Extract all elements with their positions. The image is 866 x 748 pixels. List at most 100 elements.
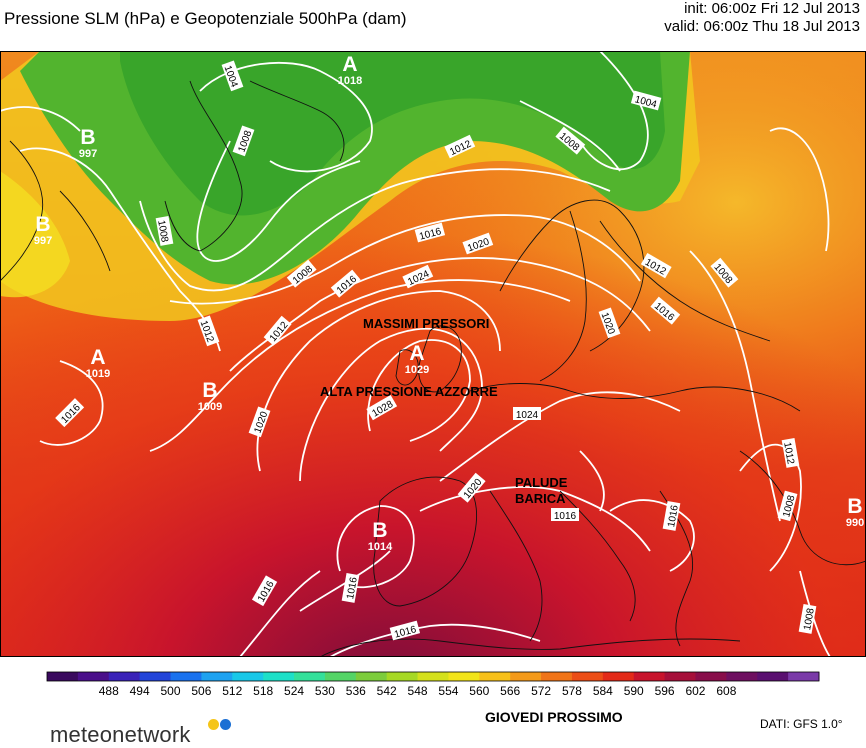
colorbar-tick-label: 500 [161, 684, 181, 698]
svg-text:997: 997 [79, 148, 97, 160]
colorbar-swatch [294, 672, 326, 681]
colorbar-swatch [170, 672, 202, 681]
colorbar-tick-label: 596 [655, 684, 675, 698]
svg-text:B: B [80, 126, 95, 149]
colorbar-swatch [479, 672, 511, 681]
colorbar-tick-label: 566 [500, 684, 520, 698]
annotation-massimi-pressori: MASSIMI PRESSORI [363, 316, 489, 331]
run-info: init: 06:00z Fri 12 Jul 2013 valid: 06:0… [664, 0, 860, 36]
colorbar-swatch [201, 672, 233, 681]
isobar-label: 1024 [513, 407, 541, 421]
colorbar-swatch [602, 672, 635, 681]
colorbar-swatch [726, 672, 758, 681]
green-core [120, 51, 665, 216]
svg-text:1029: 1029 [405, 364, 429, 376]
colorbar-swatch [324, 672, 357, 681]
svg-text:1019: 1019 [86, 368, 110, 380]
svg-text:1008: 1008 [155, 219, 170, 243]
colorbar-swatch [108, 672, 141, 681]
colorbar-tick-label: 512 [222, 684, 242, 698]
isobars [0, 51, 831, 657]
colorbar-tick-label: 608 [716, 684, 736, 698]
svg-text:1012: 1012 [781, 441, 796, 465]
colorbar-tick-label: 524 [284, 684, 304, 698]
svg-text:1016: 1016 [554, 511, 577, 522]
colorbar-tick-label: 488 [99, 684, 119, 698]
isobar-label: 1008 [798, 603, 817, 634]
colorbar-swatch [355, 672, 388, 681]
annotation-palude: PALUDE [515, 475, 568, 490]
isobar-label: 1016 [341, 572, 360, 603]
colorbar-tick-label: 578 [562, 684, 582, 698]
colorbar-tick-label: 542 [377, 684, 397, 698]
init-time: init: 06:00z Fri 12 Jul 2013 [684, 0, 860, 17]
svg-text:A: A [342, 53, 357, 76]
logo-dots-icon [208, 719, 238, 733]
colorbar-swatch [788, 672, 820, 681]
annotation-alta-pressione: ALTA PRESSIONE AZZORRE [320, 384, 498, 399]
svg-text:1014: 1014 [368, 541, 393, 553]
svg-text:B: B [372, 519, 387, 542]
coastlines [0, 80, 866, 657]
svg-text:B: B [35, 213, 50, 236]
colorbar-tick-label: 572 [531, 684, 551, 698]
svg-text:B: B [847, 495, 862, 518]
colorbar-frame [46, 671, 820, 682]
svg-text:A: A [90, 346, 105, 369]
colorbar-swatch [77, 672, 110, 681]
isobar-label: 1016 [662, 500, 681, 531]
colorbar-tick-label: 494 [130, 684, 150, 698]
colorbar-tick-label: 518 [253, 684, 273, 698]
colorbar-swatch [541, 672, 573, 681]
svg-text:1016: 1016 [345, 576, 360, 600]
colorbar-swatch [695, 672, 727, 681]
colorbar-tick-label: 584 [593, 684, 613, 698]
isobar-label: 1012 [781, 437, 800, 468]
colorbar-tick-label: 590 [624, 684, 644, 698]
svg-text:997: 997 [34, 235, 52, 247]
colorbar-ticks: 488 494 500 506 512 518 524 530 536 542 548 554 560 5… [99, 684, 737, 698]
svg-text:1009: 1009 [198, 401, 222, 413]
colorbar-swatch [139, 672, 172, 681]
valid-time: valid: 06:00z Thu 18 Jul 2013 [664, 18, 860, 35]
data-source: DATI: GFS 1.0° [760, 717, 843, 731]
colorbar-tick-label: 554 [438, 684, 458, 698]
colorbar: 488 494 500 506 512 518 524 530 536 542 548 554 560 5… [46, 671, 820, 698]
colorbar-swatch [386, 672, 419, 681]
colorbar-tick-label: 602 [685, 684, 705, 698]
colorbar-swatch [417, 672, 449, 681]
meteonetwork-logo: meteonetwork [50, 722, 191, 747]
weather-map: 1004 1008 1008 1012 1008 1004 1008 1012 … [0, 51, 866, 657]
colorbar-tick-label: 560 [469, 684, 489, 698]
svg-text:A: A [409, 342, 424, 365]
chart-title: Pressione SLM (hPa) e Geopotenziale 500h… [4, 9, 407, 28]
colorbar-tick-label: 548 [408, 684, 428, 698]
annotation-barica: BARICA [515, 491, 566, 506]
svg-text:1024: 1024 [516, 410, 539, 421]
colorbar-swatch [633, 672, 666, 681]
logo-dot-blue [220, 719, 231, 730]
colorbar-swatch [757, 672, 789, 681]
colorbar-swatch [232, 672, 264, 681]
svg-text:1018: 1018 [338, 75, 362, 87]
svg-text:B: B [202, 379, 217, 402]
colorbar-swatch [510, 672, 542, 681]
svg-text:990: 990 [846, 517, 864, 529]
map-annotations: MASSIMI PRESSORI ALTA PRESSIONE AZZORRE … [320, 316, 568, 506]
forecast-caption: GIOVEDI PROSSIMO [485, 709, 623, 725]
isobar-label: 1016 [551, 508, 579, 522]
isobar-label: 1008 [155, 215, 174, 246]
colorbar-swatch [571, 672, 604, 681]
colorbar-swatch [448, 672, 480, 681]
svg-text:1016: 1016 [666, 504, 681, 528]
colorbar-tick-label: 536 [346, 684, 366, 698]
